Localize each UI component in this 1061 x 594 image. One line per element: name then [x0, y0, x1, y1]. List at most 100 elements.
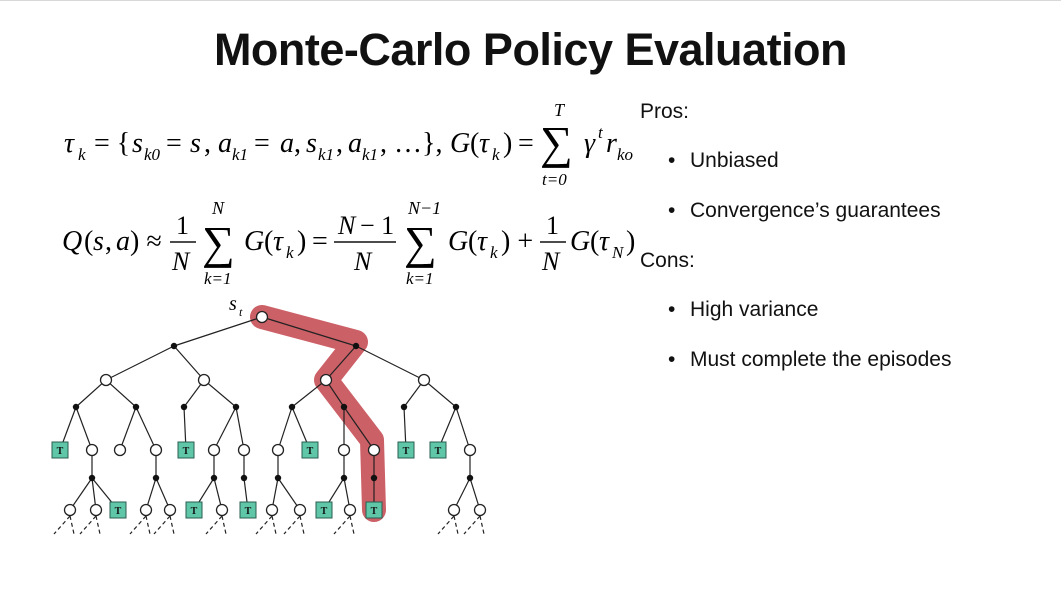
sum3-upper: N−1 [407, 198, 441, 218]
svg-text:,: , [204, 128, 211, 159]
state-node [85, 443, 99, 457]
svg-text:k: k [492, 145, 500, 164]
svg-text:a: a [116, 226, 130, 257]
svg-text:) +: ) + [501, 226, 533, 257]
tree-edge [255, 515, 273, 535]
sum2-lower: k=1 [204, 269, 232, 288]
svg-text:G: G [244, 226, 264, 257]
tree-edge [283, 515, 301, 535]
svg-text:a: a [218, 128, 232, 159]
svg-text:k1: k1 [318, 145, 334, 164]
svg-text:ko: ko [617, 145, 633, 164]
svg-text:r: r [606, 128, 617, 159]
svg-text:t: t [598, 123, 604, 142]
tree-edge [455, 406, 471, 451]
tree-edge [153, 515, 171, 535]
terminal-label: T [245, 506, 252, 517]
tree-edge [119, 406, 137, 451]
tree-edge [205, 515, 223, 535]
svg-text:N: N [541, 247, 561, 276]
terminal-label: T [321, 506, 328, 517]
bullet-icon: • [668, 348, 676, 371]
sum1-upper: T [554, 100, 566, 120]
backup-tree-diagram: T T T T T T T T T T s t [51, 293, 487, 535]
state-node [417, 373, 431, 387]
cons-item-variance: • High variance [668, 298, 819, 321]
svg-text:− 1: − 1 [360, 211, 394, 240]
tree-edge [235, 406, 245, 451]
svg-text:,: , [336, 128, 343, 159]
svg-text:(: ( [84, 226, 93, 257]
svg-text:1: 1 [546, 211, 559, 240]
tree-nodes: T T T T T T T T T T [51, 310, 487, 519]
svg-text:): ) [503, 128, 512, 159]
state-node [113, 443, 127, 457]
tree-edge [333, 515, 351, 535]
equation-q-estimate-svg: Q ( s , a ) ≈ 1 N N ∑ k=1 G ( τ k ) = N … [62, 198, 635, 288]
state-node [337, 443, 351, 457]
state-node [149, 443, 163, 457]
action-node [274, 474, 282, 482]
equation-trajectory-svg: τ k = { s k0 = s , a k1 = a , s k1 , a k… [64, 100, 633, 189]
state-node [139, 503, 153, 517]
tree-edge [349, 515, 355, 535]
state-node [215, 503, 229, 517]
tree-edge [479, 515, 485, 535]
svg-text:,: , [105, 226, 112, 257]
tree-edge [75, 379, 107, 408]
terminal-node [51, 441, 69, 459]
svg-text:G: G [450, 128, 470, 159]
svg-text:τ: τ [64, 128, 75, 159]
bullet-icon: • [668, 298, 676, 321]
pros-item-convergence: • Convergence’s guarantees [668, 199, 941, 222]
action-node [340, 474, 348, 482]
tree-edge [221, 515, 227, 535]
state-node [343, 503, 357, 517]
action-node [352, 342, 360, 350]
root-state-subscript: t [239, 305, 243, 319]
tree-edge [173, 345, 205, 381]
svg-text:a: a [348, 128, 362, 159]
svg-text:N: N [337, 211, 357, 240]
terminal-node [397, 441, 415, 459]
state-node [163, 503, 177, 517]
svg-text:k: k [286, 243, 294, 262]
svg-text:N: N [611, 243, 625, 262]
action-node [170, 342, 178, 350]
svg-text:τ: τ [477, 226, 488, 257]
tree-edge [291, 379, 327, 408]
top-divider [0, 0, 1061, 1]
terminal-node [315, 501, 333, 519]
state-node [255, 310, 269, 324]
cons-item-episodes: • Must complete the episodes [668, 348, 952, 371]
terminal-node [429, 441, 447, 459]
action-node [88, 474, 96, 482]
state-node [99, 373, 113, 387]
cons-heading: Cons: [640, 249, 695, 272]
tree-edge [277, 477, 301, 511]
terminal-node [239, 501, 257, 519]
state-node [319, 373, 333, 387]
tree-edge [343, 406, 375, 451]
tree-edge [277, 406, 293, 451]
state-node [265, 503, 279, 517]
action-node [452, 403, 460, 411]
svg-text:G: G [448, 226, 468, 257]
svg-text:=: = [518, 128, 534, 159]
svg-text:s: s [93, 226, 104, 257]
svg-text:N: N [353, 247, 373, 276]
pros-heading: Pros: [640, 100, 690, 123]
svg-text:) ≈: ) ≈ [130, 226, 162, 257]
action-node [240, 474, 248, 482]
tree-edge [169, 515, 175, 535]
sum3-lower: k=1 [406, 269, 434, 288]
svg-text:,: , [294, 128, 301, 159]
svg-text:(: ( [264, 226, 273, 257]
action-node [132, 403, 140, 411]
equation-trajectory: τ k = { s k0 = s , a k1 = a , s k1 , a k… [62, 100, 642, 190]
svg-text:=: = [166, 128, 182, 159]
svg-text:Q: Q [62, 226, 82, 257]
svg-text:τ: τ [479, 128, 490, 159]
state-node [63, 503, 77, 517]
svg-text:k0: k0 [144, 145, 161, 164]
